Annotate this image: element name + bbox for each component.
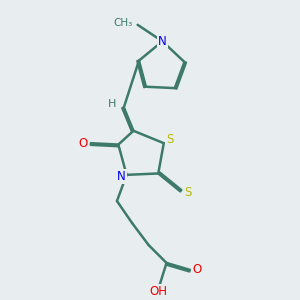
Text: S: S [166, 134, 173, 146]
Text: N: N [158, 35, 167, 48]
Text: N: N [117, 170, 126, 183]
Text: O: O [193, 263, 202, 276]
Text: O: O [79, 137, 88, 150]
Text: OH: OH [149, 284, 167, 298]
Text: CH₃: CH₃ [113, 18, 133, 28]
Text: H: H [108, 99, 116, 109]
Text: S: S [184, 186, 192, 199]
